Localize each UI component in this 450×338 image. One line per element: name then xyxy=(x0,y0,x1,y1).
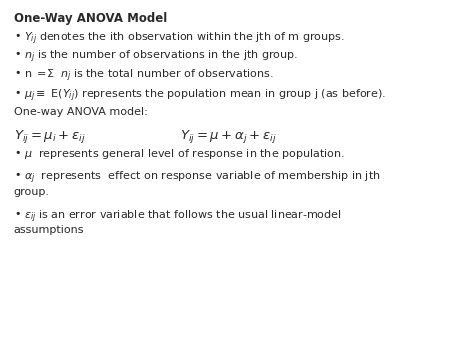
Text: $Y_{ij} = \mu_i + \varepsilon_{ij}$: $Y_{ij} = \mu_i + \varepsilon_{ij}$ xyxy=(14,128,86,145)
Text: • $\mu$  represents general level of response in the population.: • $\mu$ represents general level of resp… xyxy=(14,147,344,161)
Text: • n $=\!\Sigma\;$ $n_j$ is the total number of observations.: • n $=\!\Sigma\;$ $n_j$ is the total num… xyxy=(14,68,273,84)
Text: $Y_{ij} = \mu + \alpha_j + \varepsilon_{ij}$: $Y_{ij} = \mu + \alpha_j + \varepsilon_{… xyxy=(180,128,277,145)
Text: assumptions: assumptions xyxy=(14,225,84,236)
Text: • $\alpha_j$  represents  effect on response variable of membership in jth: • $\alpha_j$ represents effect on respon… xyxy=(14,170,380,187)
Text: • $\mu_j \equiv$ E($Y_{ij}$) represents the population mean in group j (as befor: • $\mu_j \equiv$ E($Y_{ij}$) represents … xyxy=(14,88,386,104)
Text: group.: group. xyxy=(14,187,50,197)
Text: • $\varepsilon_{ij}$ is an error variable that follows the usual linear-model: • $\varepsilon_{ij}$ is an error variabl… xyxy=(14,209,341,225)
Text: One-Way ANOVA Model: One-Way ANOVA Model xyxy=(14,12,167,25)
Text: • $n_j$ is the number of observations in the jth group.: • $n_j$ is the number of observations in… xyxy=(14,49,297,66)
Text: • $Y_{ij}$ denotes the ith observation within the jth of m groups.: • $Y_{ij}$ denotes the ith observation w… xyxy=(14,30,345,47)
Text: One-way ANOVA model:: One-way ANOVA model: xyxy=(14,107,147,118)
